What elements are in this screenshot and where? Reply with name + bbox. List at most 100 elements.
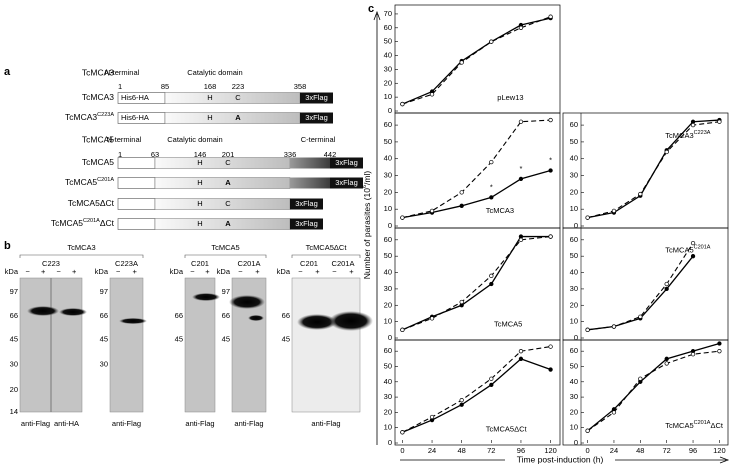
data-point bbox=[400, 101, 405, 107]
protein-band bbox=[248, 315, 264, 321]
y-tick-label: 30 bbox=[384, 284, 392, 293]
western-blot bbox=[109, 277, 144, 413]
y-tick-label: 0 bbox=[574, 333, 578, 342]
x-tick-label: 96 bbox=[689, 446, 697, 455]
growth-curve bbox=[402, 346, 551, 433]
protein-band bbox=[192, 293, 220, 301]
antibody-label: anti-HA bbox=[54, 419, 79, 428]
data-point bbox=[664, 361, 669, 366]
y-tick-label: 50 bbox=[384, 251, 392, 260]
residue: A bbox=[225, 219, 231, 228]
catalytic-domain bbox=[164, 112, 301, 124]
residue-position: 1 bbox=[118, 82, 122, 91]
annotation: * bbox=[490, 182, 493, 191]
group-header: TcMCA5 bbox=[211, 243, 239, 252]
x-tick-label: 120 bbox=[544, 446, 557, 455]
construct-label: C201A bbox=[332, 259, 355, 268]
x-tick-label: 48 bbox=[636, 446, 644, 455]
residue: C bbox=[225, 158, 231, 167]
y-tick-label: 30 bbox=[570, 171, 578, 180]
y-tick-label: 20 bbox=[570, 300, 578, 309]
construct-name-part: TcMCA3 bbox=[82, 92, 114, 102]
y-tick-label: 20 bbox=[570, 407, 578, 416]
construct-name-part: TcMCA5 bbox=[82, 157, 114, 167]
marker-label: 66 bbox=[282, 311, 290, 320]
flag-label: 3xFlag bbox=[335, 178, 358, 187]
data-point bbox=[489, 159, 494, 165]
group-header: TcMCA5ΔCt bbox=[306, 243, 348, 252]
antibody-label: anti-Flag bbox=[185, 419, 214, 428]
y-tick-label: 50 bbox=[570, 137, 578, 146]
marker-label: 30 bbox=[100, 360, 108, 369]
y-tick-label: 20 bbox=[384, 187, 392, 196]
y-tick-label: 20 bbox=[384, 407, 392, 416]
group-bracket bbox=[291, 254, 361, 258]
data-point bbox=[690, 122, 696, 128]
y-tick-label: 40 bbox=[570, 377, 578, 386]
panel-label: c bbox=[368, 3, 374, 15]
data-point bbox=[664, 286, 669, 292]
marker-label: 45 bbox=[222, 335, 230, 344]
domain-label: N-terminal bbox=[107, 135, 142, 144]
chart-title: TcMCA5C201A bbox=[665, 245, 710, 255]
data-point bbox=[690, 352, 696, 357]
y-tick-label: 0 bbox=[574, 221, 578, 230]
y-tick-label: 30 bbox=[384, 64, 392, 73]
n-terminal bbox=[117, 177, 156, 189]
chart-title-part: TcMCA3 bbox=[486, 206, 514, 215]
lane-label: + bbox=[72, 267, 77, 276]
domain-label: N-terminal bbox=[105, 68, 140, 77]
catalytic-domain bbox=[154, 198, 291, 210]
chart-title-part: ΔCt bbox=[710, 421, 723, 430]
catalytic-domain bbox=[154, 157, 291, 169]
chart-title: TcMCA5 bbox=[494, 319, 522, 328]
marker-label: 66 bbox=[100, 311, 108, 320]
y-tick-label: 0 bbox=[388, 106, 392, 115]
y-tick-label: 10 bbox=[384, 423, 392, 432]
flag-label: 3xFlag bbox=[335, 158, 358, 167]
data-point bbox=[459, 203, 464, 208]
catalytic-domain bbox=[154, 218, 291, 230]
data-point bbox=[400, 430, 405, 435]
y-tick-label: 50 bbox=[570, 251, 578, 260]
data-point bbox=[459, 60, 464, 65]
y-arrow bbox=[373, 10, 381, 445]
antibody-label: anti-Flag bbox=[112, 419, 141, 428]
chart-title-part: TcMCA3 bbox=[665, 131, 693, 140]
n-terminal bbox=[117, 157, 156, 169]
y-axis-label-part: Number of parasites (10 bbox=[362, 188, 372, 279]
n-terminal bbox=[117, 218, 156, 230]
x-tick-label: 48 bbox=[458, 446, 466, 455]
y-tick-label: 10 bbox=[570, 204, 578, 213]
construct-name-part: C201A bbox=[83, 218, 100, 224]
x-tick-label: 24 bbox=[428, 446, 436, 455]
data-point bbox=[638, 376, 643, 381]
c-terminal bbox=[290, 157, 330, 169]
data-point bbox=[585, 327, 590, 332]
data-point bbox=[459, 402, 464, 407]
y-axis-label: Number of parasites (106/ml) bbox=[362, 171, 372, 280]
chart-title-part: C201A bbox=[694, 421, 711, 427]
data-point bbox=[611, 208, 617, 214]
y-tick-label: 40 bbox=[570, 154, 578, 163]
x-axis-label: Time post-induction (h) bbox=[517, 454, 604, 464]
kda-label: kDa bbox=[170, 267, 184, 276]
lane-label: − bbox=[190, 267, 195, 276]
construct-name-part: TcMCA3 bbox=[65, 112, 97, 122]
flag-tag bbox=[300, 92, 333, 104]
data-point bbox=[548, 367, 553, 372]
y-tick-label: 50 bbox=[570, 361, 578, 370]
residue-position: 336 bbox=[284, 150, 297, 159]
data-point bbox=[459, 299, 464, 305]
y-tick-label: 0 bbox=[574, 438, 578, 447]
data-point bbox=[548, 234, 553, 239]
lane-label: − bbox=[298, 267, 303, 276]
protein-band bbox=[59, 308, 87, 316]
residue: H bbox=[207, 113, 212, 122]
kda-label: kDa bbox=[95, 267, 109, 276]
kda-label: kDa bbox=[217, 267, 231, 276]
residue-position: 223 bbox=[232, 82, 245, 91]
protein-band bbox=[297, 314, 337, 330]
data-point bbox=[459, 398, 464, 403]
x-tick-label: 0 bbox=[586, 446, 590, 455]
